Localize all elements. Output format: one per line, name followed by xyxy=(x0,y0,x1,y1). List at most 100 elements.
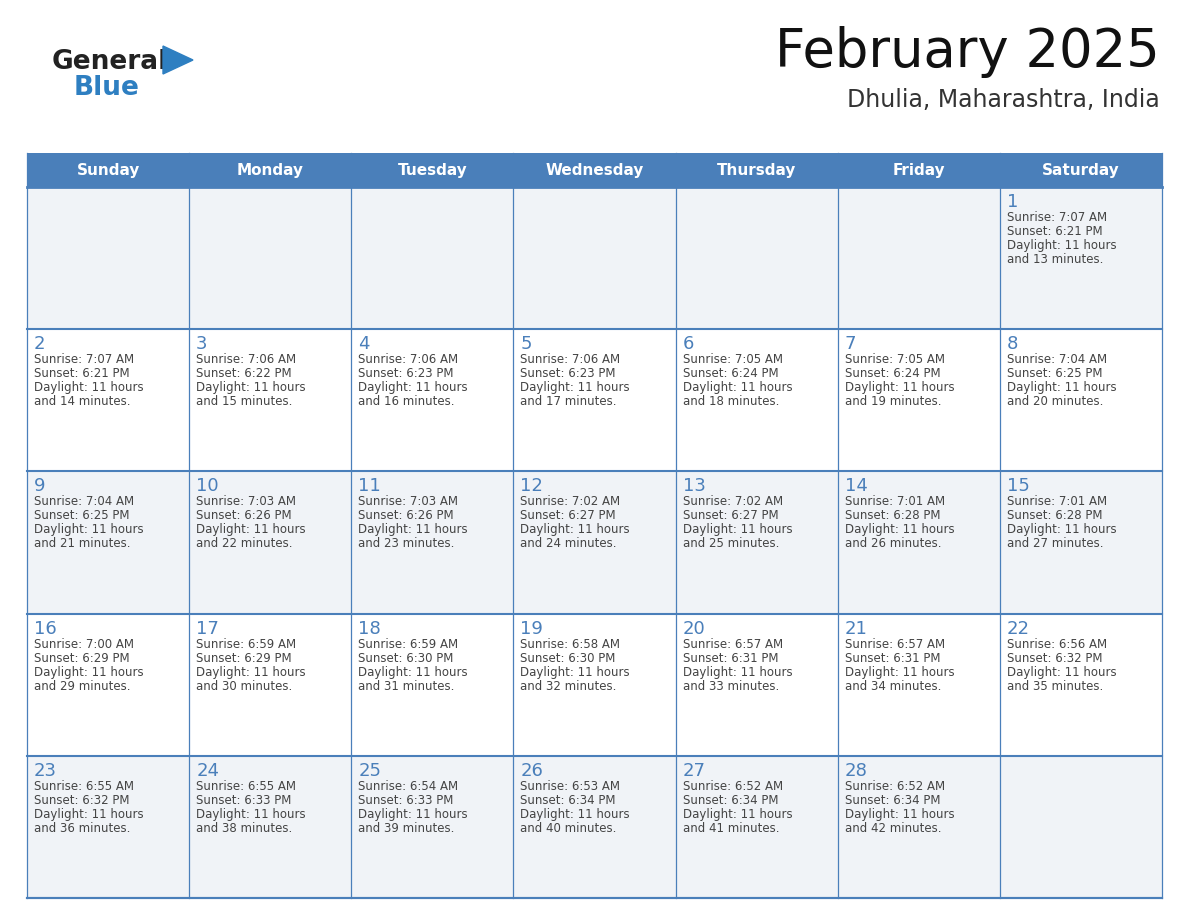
Text: Sunset: 6:23 PM: Sunset: 6:23 PM xyxy=(520,367,615,380)
Text: 4: 4 xyxy=(359,335,369,353)
Text: Sunrise: 7:01 AM: Sunrise: 7:01 AM xyxy=(1007,496,1107,509)
Bar xyxy=(838,613,1000,756)
Text: Sunset: 6:34 PM: Sunset: 6:34 PM xyxy=(845,794,940,807)
Text: Sunset: 6:25 PM: Sunset: 6:25 PM xyxy=(1007,367,1102,380)
Bar xyxy=(27,472,189,613)
Text: Sunrise: 7:04 AM: Sunrise: 7:04 AM xyxy=(1007,353,1107,366)
Text: Daylight: 11 hours: Daylight: 11 hours xyxy=(845,523,954,536)
Text: Sunset: 6:29 PM: Sunset: 6:29 PM xyxy=(196,652,292,665)
Text: Sunrise: 6:52 AM: Sunrise: 6:52 AM xyxy=(845,779,944,793)
Text: Sunrise: 6:56 AM: Sunrise: 6:56 AM xyxy=(1007,638,1107,651)
Text: Sunrise: 6:59 AM: Sunrise: 6:59 AM xyxy=(359,638,459,651)
Text: Daylight: 11 hours: Daylight: 11 hours xyxy=(196,523,305,536)
Text: Sunrise: 6:55 AM: Sunrise: 6:55 AM xyxy=(196,779,296,793)
Text: Sunrise: 6:59 AM: Sunrise: 6:59 AM xyxy=(196,638,296,651)
Text: Daylight: 11 hours: Daylight: 11 hours xyxy=(520,666,630,678)
Text: Daylight: 11 hours: Daylight: 11 hours xyxy=(359,523,468,536)
Text: Daylight: 11 hours: Daylight: 11 hours xyxy=(1007,523,1117,536)
Text: Daylight: 11 hours: Daylight: 11 hours xyxy=(845,808,954,821)
Text: Sunset: 6:28 PM: Sunset: 6:28 PM xyxy=(845,509,940,522)
Text: 23: 23 xyxy=(34,762,57,779)
Text: and 24 minutes.: and 24 minutes. xyxy=(520,537,617,551)
Text: 13: 13 xyxy=(683,477,706,496)
Text: Sunset: 6:32 PM: Sunset: 6:32 PM xyxy=(1007,652,1102,665)
Text: Sunrise: 7:03 AM: Sunrise: 7:03 AM xyxy=(196,496,296,509)
Text: and 18 minutes.: and 18 minutes. xyxy=(683,396,779,409)
Text: Sunset: 6:30 PM: Sunset: 6:30 PM xyxy=(520,652,615,665)
Text: 1: 1 xyxy=(1007,193,1018,211)
Text: Daylight: 11 hours: Daylight: 11 hours xyxy=(196,381,305,394)
Text: Daylight: 11 hours: Daylight: 11 hours xyxy=(359,381,468,394)
Text: Sunrise: 6:54 AM: Sunrise: 6:54 AM xyxy=(359,779,459,793)
Bar xyxy=(676,613,838,756)
Text: Sunrise: 7:02 AM: Sunrise: 7:02 AM xyxy=(683,496,783,509)
Bar xyxy=(838,330,1000,472)
Text: and 27 minutes.: and 27 minutes. xyxy=(1007,537,1104,551)
Bar xyxy=(838,472,1000,613)
Bar xyxy=(1000,472,1162,613)
Text: 27: 27 xyxy=(683,762,706,779)
Text: 28: 28 xyxy=(845,762,867,779)
Text: Daylight: 11 hours: Daylight: 11 hours xyxy=(520,381,630,394)
Text: Sunset: 6:34 PM: Sunset: 6:34 PM xyxy=(683,794,778,807)
Text: Sunset: 6:22 PM: Sunset: 6:22 PM xyxy=(196,367,292,380)
Bar xyxy=(27,756,189,898)
Text: 7: 7 xyxy=(845,335,857,353)
Text: Daylight: 11 hours: Daylight: 11 hours xyxy=(683,381,792,394)
Text: 3: 3 xyxy=(196,335,208,353)
Bar xyxy=(676,472,838,613)
Bar xyxy=(189,613,352,756)
Bar xyxy=(513,472,676,613)
Text: and 38 minutes.: and 38 minutes. xyxy=(196,822,292,834)
Bar xyxy=(676,187,838,330)
Bar xyxy=(513,187,676,330)
Text: Blue: Blue xyxy=(74,75,140,101)
Text: Daylight: 11 hours: Daylight: 11 hours xyxy=(359,808,468,821)
Text: Sunset: 6:33 PM: Sunset: 6:33 PM xyxy=(196,794,291,807)
Text: 16: 16 xyxy=(34,620,57,638)
Text: 14: 14 xyxy=(845,477,867,496)
Text: 8: 8 xyxy=(1007,335,1018,353)
Text: and 20 minutes.: and 20 minutes. xyxy=(1007,396,1104,409)
Bar xyxy=(1000,756,1162,898)
Text: Sunset: 6:24 PM: Sunset: 6:24 PM xyxy=(845,367,941,380)
Text: and 30 minutes.: and 30 minutes. xyxy=(196,679,292,692)
Bar xyxy=(352,613,513,756)
Text: Sunset: 6:31 PM: Sunset: 6:31 PM xyxy=(845,652,940,665)
Text: and 15 minutes.: and 15 minutes. xyxy=(196,396,292,409)
Text: Sunrise: 7:07 AM: Sunrise: 7:07 AM xyxy=(34,353,134,366)
Text: Daylight: 11 hours: Daylight: 11 hours xyxy=(34,523,144,536)
Text: and 17 minutes.: and 17 minutes. xyxy=(520,396,617,409)
Text: Wednesday: Wednesday xyxy=(545,162,644,177)
Text: Sunrise: 6:52 AM: Sunrise: 6:52 AM xyxy=(683,779,783,793)
Text: and 36 minutes.: and 36 minutes. xyxy=(34,822,131,834)
Text: Sunrise: 7:05 AM: Sunrise: 7:05 AM xyxy=(845,353,944,366)
Text: February 2025: February 2025 xyxy=(776,26,1159,78)
Text: Sunset: 6:31 PM: Sunset: 6:31 PM xyxy=(683,652,778,665)
Text: 17: 17 xyxy=(196,620,219,638)
Bar xyxy=(676,330,838,472)
Text: Friday: Friday xyxy=(892,162,946,177)
Text: Sunrise: 6:53 AM: Sunrise: 6:53 AM xyxy=(520,779,620,793)
Text: Sunset: 6:29 PM: Sunset: 6:29 PM xyxy=(34,652,129,665)
Text: Daylight: 11 hours: Daylight: 11 hours xyxy=(683,523,792,536)
Bar xyxy=(838,187,1000,330)
Text: Sunset: 6:26 PM: Sunset: 6:26 PM xyxy=(196,509,292,522)
Text: 2: 2 xyxy=(34,335,45,353)
Bar xyxy=(189,756,352,898)
Text: General: General xyxy=(52,49,169,75)
Text: Daylight: 11 hours: Daylight: 11 hours xyxy=(196,666,305,678)
Text: and 39 minutes.: and 39 minutes. xyxy=(359,822,455,834)
Text: 11: 11 xyxy=(359,477,381,496)
Text: Daylight: 11 hours: Daylight: 11 hours xyxy=(845,381,954,394)
Text: Sunset: 6:34 PM: Sunset: 6:34 PM xyxy=(520,794,615,807)
Text: and 19 minutes.: and 19 minutes. xyxy=(845,396,941,409)
Text: and 34 minutes.: and 34 minutes. xyxy=(845,679,941,692)
Bar xyxy=(27,613,189,756)
Text: Daylight: 11 hours: Daylight: 11 hours xyxy=(520,808,630,821)
Text: Daylight: 11 hours: Daylight: 11 hours xyxy=(1007,239,1117,252)
Text: Sunset: 6:27 PM: Sunset: 6:27 PM xyxy=(683,509,778,522)
Text: 15: 15 xyxy=(1007,477,1030,496)
Text: 25: 25 xyxy=(359,762,381,779)
Bar xyxy=(189,472,352,613)
